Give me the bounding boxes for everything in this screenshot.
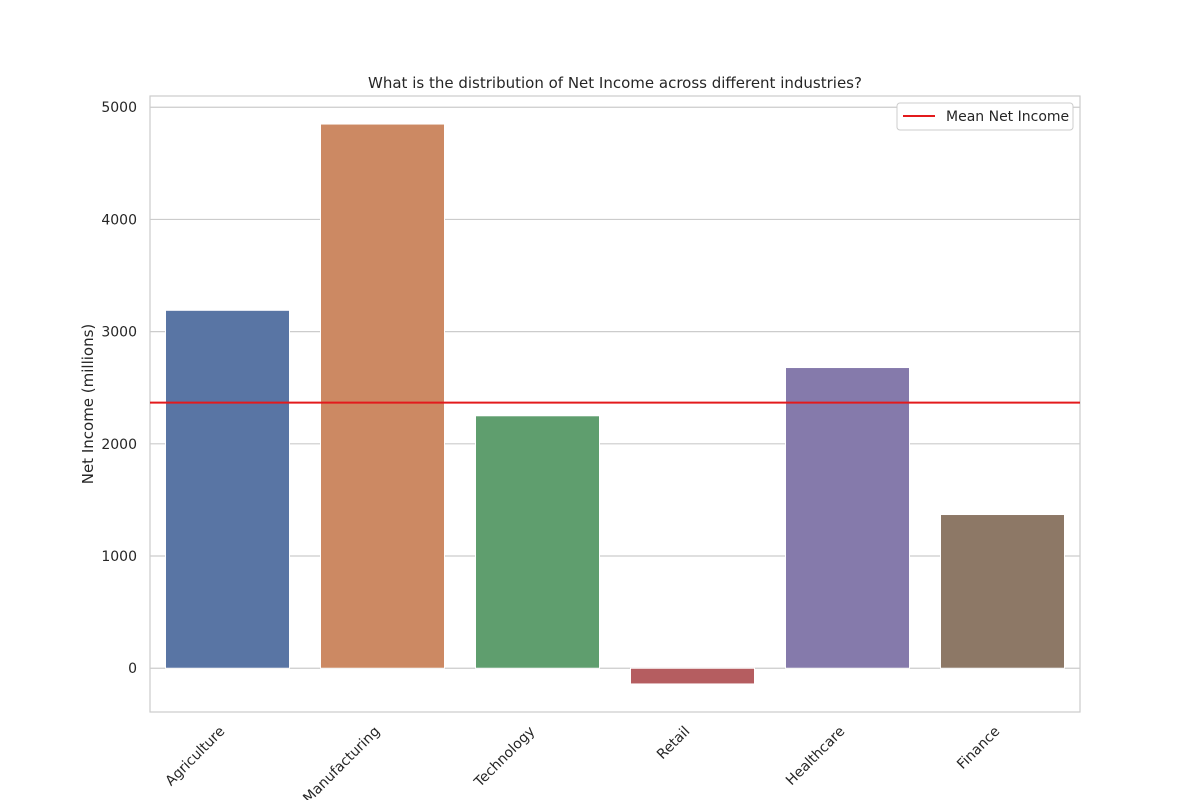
y-tick-label: 4000 [101, 212, 137, 228]
x-tick-label: Agriculture [163, 724, 229, 790]
y-tick-label: 0 [128, 661, 137, 677]
y-tick-label: 5000 [101, 100, 137, 116]
legend-box [896, 102, 1074, 131]
legend: Mean Net Income [896, 102, 1074, 131]
x-tick-label: Healthcare [783, 724, 848, 789]
bar-healthcare [785, 367, 910, 669]
bar-agriculture [165, 309, 290, 669]
plot-area [149, 95, 1081, 713]
x-tick-labels: Agriculture Manufacturing Technology Retail… [163, 724, 1004, 800]
x-tick-label: Manufacturing [300, 724, 383, 800]
bar-technology [475, 415, 600, 669]
x-tick-label: Finance [954, 724, 1003, 773]
bar-retail [630, 667, 755, 685]
x-tick-label: Technology [471, 724, 538, 791]
y-tick-label: 1000 [101, 549, 137, 565]
y-tick-label: 2000 [101, 437, 137, 453]
x-tick-label: Retail [654, 724, 693, 763]
y-tick-label: 3000 [101, 325, 137, 341]
y-tick-labels: 0 1000 2000 3000 4000 5000 [101, 100, 137, 677]
legend-label: Mean Net Income [946, 109, 1069, 125]
bar-manufacturing [320, 123, 445, 669]
y-axis-label: Net Income (millions) [79, 324, 97, 485]
bar-finance [940, 514, 1065, 669]
bars [165, 123, 1065, 685]
chart-title: What is the distribution of Net Income a… [368, 74, 862, 92]
